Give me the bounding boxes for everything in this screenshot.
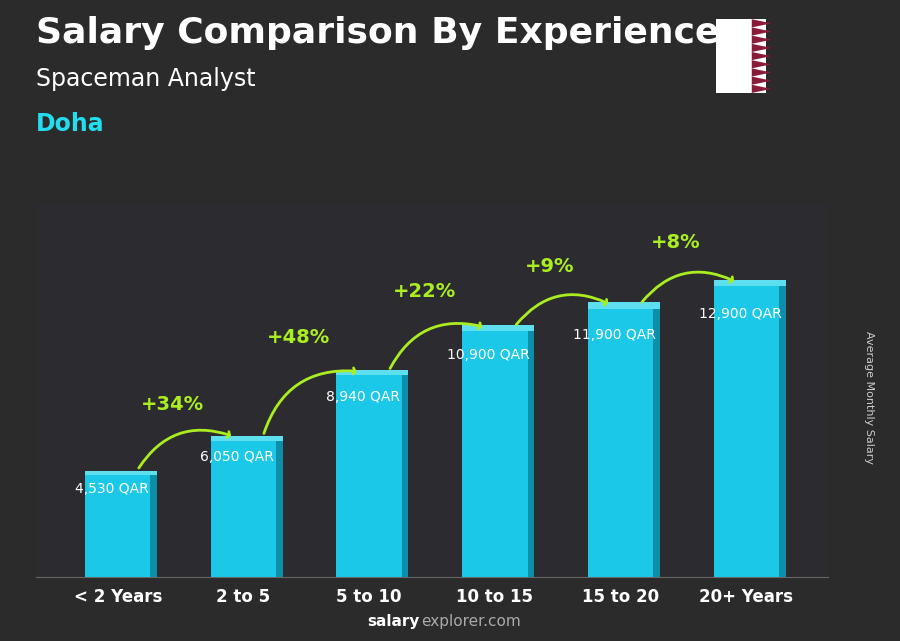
Text: Spaceman Analyst: Spaceman Analyst bbox=[36, 67, 256, 91]
FancyBboxPatch shape bbox=[401, 376, 409, 577]
Polygon shape bbox=[752, 28, 771, 36]
Bar bbox=[716, 19, 766, 93]
Polygon shape bbox=[752, 85, 771, 93]
Text: 6,050 QAR: 6,050 QAR bbox=[200, 450, 274, 464]
Text: 11,900 QAR: 11,900 QAR bbox=[572, 328, 656, 342]
Polygon shape bbox=[752, 19, 771, 28]
Text: 10,900 QAR: 10,900 QAR bbox=[447, 349, 530, 363]
FancyBboxPatch shape bbox=[779, 287, 786, 577]
FancyBboxPatch shape bbox=[588, 309, 653, 577]
Text: +9%: +9% bbox=[526, 257, 575, 276]
Text: explorer.com: explorer.com bbox=[421, 615, 521, 629]
Polygon shape bbox=[752, 36, 771, 44]
FancyBboxPatch shape bbox=[85, 471, 157, 475]
Text: +22%: +22% bbox=[392, 281, 456, 301]
Text: Average Monthly Salary: Average Monthly Salary bbox=[863, 331, 874, 464]
FancyBboxPatch shape bbox=[211, 437, 283, 440]
FancyBboxPatch shape bbox=[463, 326, 534, 331]
FancyBboxPatch shape bbox=[527, 331, 534, 577]
FancyBboxPatch shape bbox=[714, 279, 786, 287]
Text: salary: salary bbox=[367, 615, 419, 629]
Text: +34%: +34% bbox=[141, 395, 204, 413]
FancyBboxPatch shape bbox=[211, 440, 276, 577]
Text: 4,530 QAR: 4,530 QAR bbox=[75, 482, 148, 496]
FancyBboxPatch shape bbox=[337, 376, 401, 577]
FancyBboxPatch shape bbox=[150, 475, 157, 577]
FancyBboxPatch shape bbox=[653, 309, 660, 577]
FancyBboxPatch shape bbox=[85, 475, 150, 577]
Polygon shape bbox=[752, 69, 771, 76]
FancyBboxPatch shape bbox=[276, 440, 283, 577]
FancyBboxPatch shape bbox=[17, 171, 900, 599]
FancyBboxPatch shape bbox=[714, 287, 779, 577]
FancyBboxPatch shape bbox=[337, 370, 409, 376]
Text: +8%: +8% bbox=[651, 233, 700, 252]
Text: 12,900 QAR: 12,900 QAR bbox=[698, 306, 781, 320]
Polygon shape bbox=[752, 52, 771, 60]
FancyBboxPatch shape bbox=[588, 303, 660, 309]
Text: +48%: +48% bbox=[267, 328, 330, 347]
Text: Doha: Doha bbox=[36, 112, 104, 136]
Text: 8,940 QAR: 8,940 QAR bbox=[326, 390, 400, 404]
FancyBboxPatch shape bbox=[463, 331, 527, 577]
Text: Salary Comparison By Experience: Salary Comparison By Experience bbox=[36, 16, 719, 50]
Polygon shape bbox=[752, 76, 771, 85]
Polygon shape bbox=[752, 44, 771, 52]
Polygon shape bbox=[752, 60, 771, 69]
